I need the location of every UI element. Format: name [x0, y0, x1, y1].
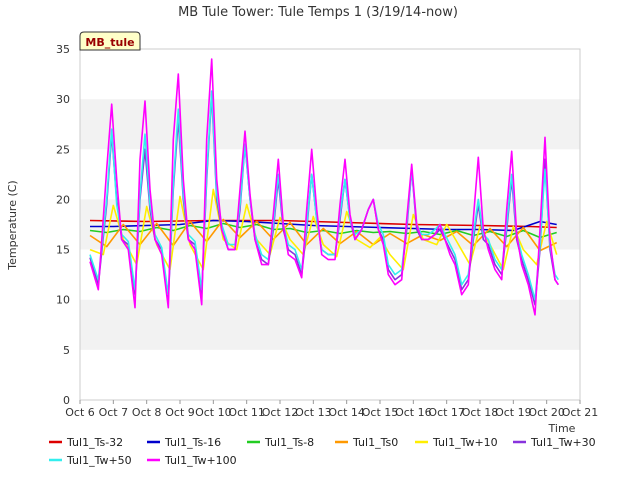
x-tick-label: Oct 15 [362, 406, 399, 419]
y-tick-label: 30 [56, 93, 70, 106]
series-line-tul1-tw-100 [89, 58, 559, 316]
x-tick-label: Oct 7 [99, 406, 129, 419]
x-tick-label: Oct 8 [132, 406, 162, 419]
legend-label: Tul1_Tw+10 [432, 436, 498, 449]
background-bands [80, 49, 580, 400]
legend-label: Tul1_Tw+50 [66, 454, 132, 467]
station-badge: MB_tule [79, 31, 141, 51]
legend-label: Tul1_Tw+100 [164, 454, 237, 467]
legend-label: Tul1_Tw+30 [530, 436, 596, 449]
legend-label: Tul1_Ts-8 [264, 436, 314, 449]
legend-label: Tul1_Ts-16 [164, 436, 221, 449]
series-lines [89, 58, 559, 316]
x-tick-label: Oct 13 [295, 406, 332, 419]
legend: Tul1_Ts-32 Tul1_Ts-16 Tul1_Ts-8 Tul1_Ts0 Tul… [49, 436, 596, 467]
x-tick-label: Oct 19 [495, 406, 532, 419]
grid-band [80, 349, 580, 400]
badge-label: MB_tule [85, 36, 134, 49]
x-tick-label: Oct 6 [65, 406, 95, 419]
x-tick-label: Oct 11 [228, 406, 265, 419]
legend-label: Tul1_Ts0 [352, 436, 398, 449]
series-line-tul1-ts-16 [90, 219, 557, 232]
y-tick-label: 0 [63, 394, 70, 407]
x-axis-label: Time [548, 422, 576, 435]
series-line-tul1-tw-50 [89, 90, 559, 301]
chart-title: MB Tule Tower: Tule Temps 1 (3/19/14-now… [178, 5, 458, 20]
y-axis-label: Temperature (C) [6, 180, 19, 270]
plot-area-border [79, 48, 581, 401]
x-tick-label: Oct 20 [528, 406, 565, 419]
legend-label: Tul1_Ts-32 [66, 436, 123, 449]
series-line-tul1-ts-8 [89, 222, 557, 239]
x-tick-label: Oct 14 [328, 406, 365, 419]
grid-band [80, 99, 580, 150]
x-tick-label: Oct 12 [262, 406, 299, 419]
x-tick-label: Oct 10 [195, 406, 232, 419]
y-axis-ticks: 0 5 10 15 20 25 30 35 [56, 43, 70, 407]
y-tick-label: 15 [56, 244, 70, 257]
grid-band [80, 149, 580, 200]
y-tick-label: 5 [63, 344, 70, 357]
x-tick-label: Oct 16 [395, 406, 432, 419]
x-tick-label: Oct 17 [428, 406, 465, 419]
y-tick-label: 25 [56, 143, 70, 156]
series-line-tul1-ts0 [89, 218, 558, 252]
grid-band [80, 49, 580, 100]
y-tick-label: 20 [56, 193, 70, 206]
grid-band [80, 249, 580, 300]
y-tick-label: 10 [56, 294, 70, 307]
y-tick-label: 35 [56, 43, 70, 56]
badge-box [79, 31, 141, 51]
x-tick-label: Oct 18 [462, 406, 499, 419]
x-tick-label: Oct 21 [562, 406, 599, 419]
grid-band [80, 299, 580, 350]
x-tick-label: Oct 9 [165, 406, 195, 419]
